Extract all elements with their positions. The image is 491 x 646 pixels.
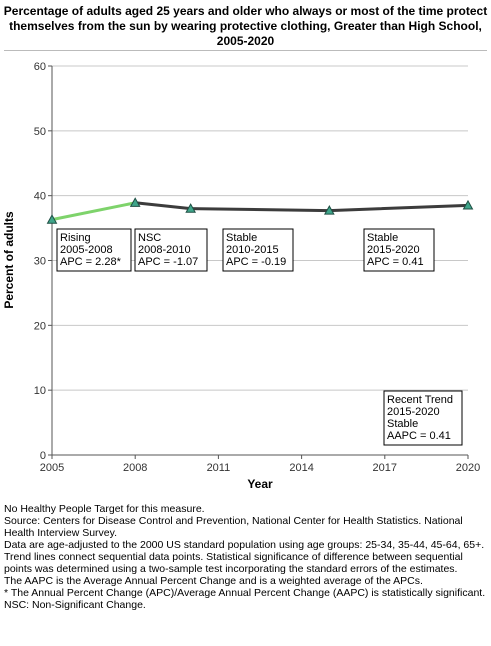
chart-title: Percentage of adults aged 25 years and o… (3, 4, 488, 48)
annotation-2005-2008-line: 2005-2008 (60, 244, 113, 256)
data-point-2005 (46, 214, 58, 224)
recent-trend-box-line: AAPC = 0.41 (387, 430, 451, 442)
annotation-2005-2008-line: Rising (60, 232, 91, 244)
annotation-2008-2010-frame (134, 228, 208, 272)
y-tick-label: 40 (34, 191, 46, 203)
trend-lines (50, 201, 470, 222)
recent-trend-box-line: Recent Trend (387, 394, 453, 406)
footnote: Data are age-adjusted to the 2000 US sta… (4, 539, 485, 551)
annotation-2015-2020-frame (363, 228, 435, 272)
footnote: Trend lines connect sequential data poin… (4, 551, 463, 575)
line-chart: 0 10 20 30 40 50 60 2005 2008 2011 2014 2017 2020 P… (2, 61, 480, 491)
data-point-2010 (185, 203, 197, 213)
footnote: No Healthy People Target for this measur… (4, 503, 205, 515)
annotation-2010-2015-line: Stable (226, 232, 257, 244)
x-tick-label: 2020 (456, 462, 480, 474)
y-tick-label: 10 (34, 385, 46, 397)
annotation-2010-2015-line: APC = -0.19 (226, 256, 286, 268)
gridlines (52, 65, 468, 391)
recent-trend-box-frame (383, 390, 463, 446)
annotation-2008-2010-line: 2008-2010 (138, 244, 191, 256)
data-point-2015 (323, 205, 335, 215)
data-point-2020 (462, 199, 474, 210)
annotation-2005-2008-frame (56, 228, 132, 272)
x-axis-label: Year (247, 477, 273, 491)
annotation-2015-2020-line: Stable (367, 232, 398, 244)
x-tick-labels: 2005 2008 2011 2014 2017 2020 (40, 462, 480, 474)
annotation-2015-2020-line: 2015-2020 (367, 244, 420, 256)
annotation-2008-2010-line: APC = -1.07 (138, 256, 198, 268)
x-tick-label: 2005 (40, 462, 64, 474)
y-tick-label: 50 (34, 126, 46, 138)
trend-segment-2010-2015 (189, 207, 331, 213)
footnote: Source: Centers for Disease Control and … (4, 515, 463, 539)
footnote: NSC: Non-Significant Change. (4, 599, 146, 611)
y-tick-label: 20 (34, 320, 46, 332)
y-tick-label: 0 (40, 450, 46, 462)
x-tick-label: 2014 (289, 462, 313, 474)
data-points (46, 197, 474, 224)
recent-trend-box-line: 2015-2020 (387, 406, 440, 418)
y-tick-label: 30 (34, 256, 46, 268)
annotation-2010-2015-frame (222, 228, 294, 272)
annotation-2008-2010-line: NSC (138, 232, 161, 244)
title-divider (4, 50, 487, 51)
x-tick-label: 2011 (207, 462, 231, 474)
x-tick-label: 2008 (123, 462, 147, 474)
trend-segment-2008-2010 (133, 201, 193, 211)
x-tick-label: 2017 (373, 462, 397, 474)
annotation-2005-2008-line: APC = 2.28* (60, 256, 122, 268)
trend-segment-2005-2008 (50, 201, 137, 222)
footnote: * The Annual Percent Change (APC)/Averag… (4, 587, 486, 599)
data-point-2008 (129, 197, 141, 207)
trend-segment-2015-2020 (327, 203, 470, 213)
annotation-2010-2015-line: 2010-2015 (226, 244, 279, 256)
y-axis-label: Percent of adults (2, 211, 16, 309)
axes (48, 65, 469, 459)
recent-trend-box-line: Stable (387, 418, 418, 430)
y-tick-label: 60 (34, 61, 46, 73)
footnotes: No Healthy People Target for this measur… (4, 503, 488, 611)
y-tick-labels: 0 10 20 30 40 50 60 (34, 61, 46, 462)
footnote: The AAPC is the Average Annual Percent C… (4, 575, 423, 587)
annotation-2015-2020-line: APC = 0.41 (367, 256, 424, 268)
